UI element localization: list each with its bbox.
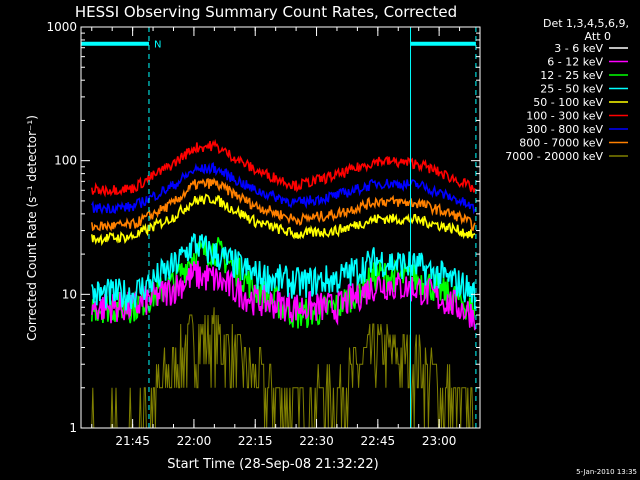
x-tick-label: 22:15 — [238, 434, 273, 448]
plot-area: N 1 10 100 1000 21:45 22:00 22:15 22:30 22:45 23:0… — [46, 20, 481, 448]
legend-label-3: 25 - 50 keV — [540, 83, 603, 96]
x-tick-label: 22:30 — [299, 434, 334, 448]
chart-title: HESSI Observing Summary Count Rates, Cor… — [75, 3, 457, 21]
legend-label-4: 50 - 100 keV — [533, 96, 603, 109]
x-tick-label: 22:00 — [177, 434, 212, 448]
series-line-0 — [91, 275, 476, 368]
plot-frame — [80, 26, 481, 429]
series-line-3 — [91, 232, 476, 311]
legend-label-6: 300 - 800 keV — [526, 123, 603, 136]
series-line-4 — [91, 193, 476, 247]
y-tick-label: 1 — [69, 421, 77, 435]
series-line-6 — [91, 161, 476, 215]
x-tick-label: 21:45 — [115, 434, 150, 448]
series-line-5 — [91, 138, 476, 198]
legend-label-5: 100 - 300 keV — [526, 110, 603, 123]
legend-header-2: Att 0 — [585, 30, 611, 43]
x-tick-label: 23:00 — [422, 434, 457, 448]
y-axis-label: Corrected Count Rate (s⁻¹ detector⁻¹) — [25, 115, 39, 341]
series-line-1 — [91, 260, 476, 331]
y-tick-label: 1000 — [46, 20, 77, 34]
x-axis-label: Start Time (28-Sep-08 21:32:22) — [167, 457, 378, 472]
legend-label-1: 6 - 12 keV — [547, 56, 603, 69]
footer-date: 5-Jan-2010 13:35 — [576, 468, 637, 476]
legend-label-2: 12 - 25 keV — [540, 69, 603, 82]
y-tick-label: 10 — [62, 287, 77, 301]
legend-header-1: Det 1,3,4,5,6,9, — [543, 17, 629, 30]
x-tick-label: 22:45 — [361, 434, 396, 448]
series-line-7 — [91, 177, 476, 232]
legend-label-7: 800 - 7000 keV — [519, 137, 603, 150]
legend-label-0: 3 - 6 keV — [554, 42, 603, 55]
legend-label-8: 7000 - 20000 keV — [505, 150, 603, 163]
y-tick-label: 100 — [54, 154, 77, 168]
saa-label: N — [154, 40, 161, 51]
